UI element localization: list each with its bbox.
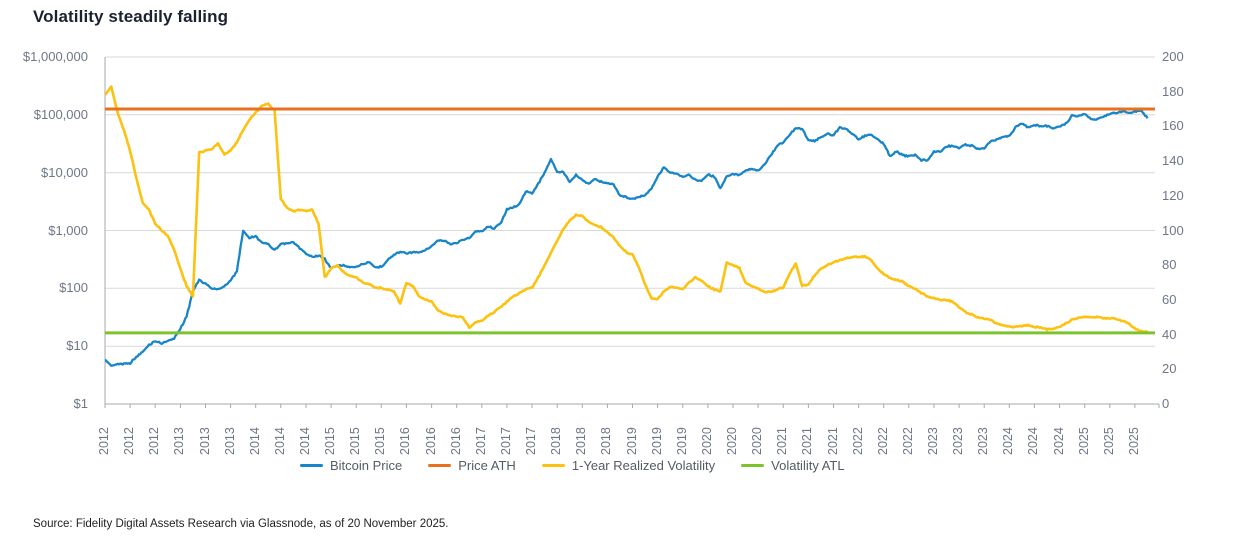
y-axis-tick-left: $1,000,000 (22, 49, 88, 64)
y-axis-tick-right: 200 (1162, 49, 1184, 64)
y-axis-tick-right: 140 (1162, 153, 1184, 169)
x-axis-tick: 2024 (1051, 427, 1066, 455)
x-axis-tick: 2013 (172, 427, 187, 455)
x-axis-tick: 2013 (197, 427, 212, 455)
legend-line-marker (300, 463, 323, 468)
legend-line-marker (428, 463, 452, 468)
realized-volatility-line (105, 85, 1149, 334)
x-axis-tick: 2019 (674, 427, 689, 455)
x-axis-tick: 2022 (900, 427, 915, 455)
x-axis-tick: 2017 (473, 427, 488, 455)
x-axis-tick: 2025 (1076, 427, 1091, 455)
x-axis-tick: 2025 (1101, 427, 1116, 455)
x-axis-tick: 2015 (373, 427, 388, 455)
x-axis-tick: 2019 (649, 427, 664, 455)
legend: Bitcoin Price Price ATH 1-Year Realized Vo… (300, 458, 845, 473)
y-axis-tick-right: 120 (1162, 187, 1184, 203)
chart-title: Volatility steadily falling (33, 7, 229, 26)
y-axis-tick-left: $10 (66, 338, 88, 354)
x-axis-tick: 2023 (926, 427, 940, 455)
x-axis-tick: 2025 (1126, 427, 1141, 455)
x-axis-tick: 2020 (750, 427, 765, 455)
y-axis-tick-right: 100 (1162, 222, 1184, 238)
legend-label: Price ATH (458, 458, 516, 473)
legend-label: Bitcoin Price (330, 458, 403, 473)
legend-line-marker (741, 463, 765, 468)
x-axis-tick: 2024 (1026, 427, 1041, 455)
legend-item-volatility-atl: Volatility ATL (741, 458, 845, 473)
y-axis-tick-right: 180 (1162, 83, 1184, 99)
x-axis-tick: 2012 (147, 427, 162, 455)
x-axis-tick: 2014 (272, 427, 287, 455)
x-axis-tick: 2012 (122, 427, 137, 455)
y-axis-tick-right: 160 (1162, 118, 1184, 134)
x-axis-tick: 2020 (725, 427, 739, 455)
x-axis-tick: 2022 (850, 427, 865, 455)
x-axis-tick: 2020 (699, 427, 714, 455)
x-axis-tick: 2023 (976, 427, 991, 455)
x-axis-tick: 2013 (222, 427, 237, 455)
x-axis-tick: 2016 (423, 427, 438, 455)
y-axis-tick-right: 80 (1162, 257, 1177, 273)
legend-line-marker (541, 463, 565, 468)
legend-item-bitcoin-price: Bitcoin Price (300, 458, 402, 473)
x-axis-tick: 2017 (524, 427, 538, 455)
legend-item-price-ath: Price ATH (428, 458, 516, 473)
legend-label: 1-Year Realized Volatility (571, 458, 716, 473)
bitcoin-price-line (105, 108, 1149, 367)
x-axis-tick: 2018 (549, 427, 564, 455)
x-axis-tick: 2017 (498, 427, 513, 455)
x-axis-tick: 2024 (1001, 427, 1016, 455)
legend-item-1-year-realized-volatility: 1-Year Realized Volatility (541, 458, 716, 473)
legend-label: Volatility ATL (771, 458, 845, 473)
y-axis-tick-right: 0 (1162, 396, 1170, 411)
x-axis-tick: 2023 (951, 427, 966, 455)
x-axis-tick: 2016 (398, 427, 413, 455)
y-axis-tick-left: $100 (59, 280, 88, 296)
source-note: Source: Fidelity Digital Assets Research… (33, 518, 449, 530)
x-axis-tick: 2015 (348, 427, 363, 455)
x-axis-tick: 2021 (825, 427, 840, 455)
y-axis-tick-left: $10,000 (41, 164, 88, 180)
x-axis-tick: 2015 (323, 427, 338, 455)
x-axis-tick: 2018 (574, 427, 589, 455)
y-axis-tick-left: $100,000 (33, 106, 88, 122)
x-axis-tick: 2014 (298, 427, 312, 455)
x-axis-tick: 2014 (247, 427, 262, 455)
y-axis-tick-left: $1 (73, 396, 88, 411)
y-axis-tick-right: 60 (1162, 291, 1177, 307)
x-axis-tick: 2022 (875, 427, 890, 455)
x-axis-tick: 2012 (97, 427, 111, 455)
x-axis-tick: 2016 (448, 427, 463, 455)
x-axis-tick: 2021 (775, 427, 790, 455)
x-axis-tick: 2019 (624, 427, 639, 455)
y-axis-tick-right: 40 (1162, 326, 1177, 342)
y-axis-tick-right: 20 (1162, 361, 1177, 377)
y-axis-tick-left: $1,000 (48, 222, 88, 238)
x-axis-tick: 2021 (800, 427, 815, 455)
x-axis-tick: 2018 (599, 427, 614, 455)
